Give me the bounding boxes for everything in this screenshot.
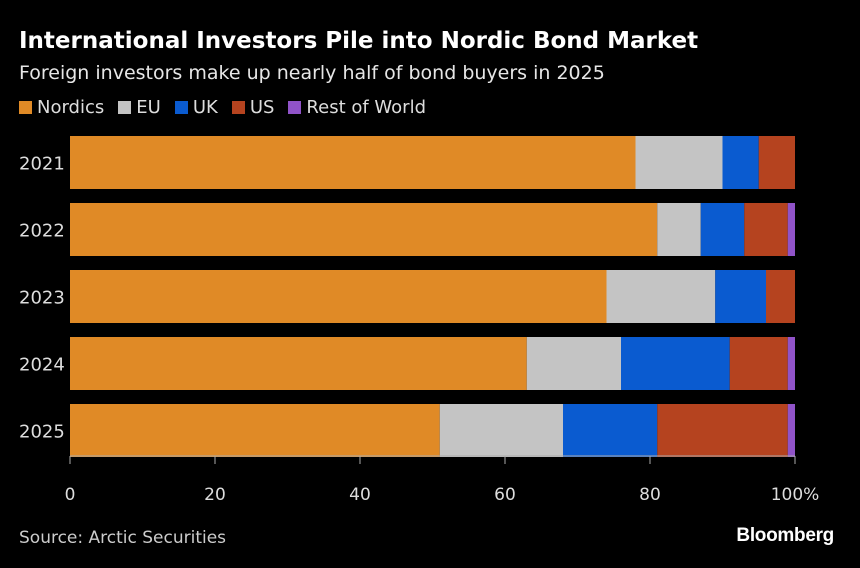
- y-tick-label: 2025: [19, 422, 65, 443]
- bloomberg-logo: Bloomberg: [736, 525, 834, 546]
- bar-segment: [70, 203, 658, 256]
- legend-swatch: [174, 101, 188, 114]
- x-tick-label: 20: [204, 485, 226, 505]
- legend-item: UK: [174, 97, 218, 118]
- bar-segment: [744, 203, 788, 256]
- bar-segment: [657, 203, 701, 256]
- legend-label: UK: [192, 97, 218, 118]
- bar-segment: [70, 337, 527, 390]
- bar-segment: [657, 404, 788, 457]
- legend-swatch: [288, 101, 302, 114]
- bar-segment: [715, 270, 766, 323]
- x-tick-label: 40: [349, 485, 371, 505]
- legend-item: EU: [118, 97, 161, 118]
- legend-swatch: [231, 101, 245, 114]
- y-tick-label: 2022: [19, 221, 65, 242]
- y-tick-label: 2024: [19, 355, 65, 376]
- bar-segment: [606, 270, 716, 323]
- x-tick-label: 60: [494, 485, 516, 505]
- legend: Nordics EU UK US Rest of World: [19, 97, 426, 118]
- legend-label: EU: [136, 97, 161, 118]
- chart-subtitle: Foreign investors make up nearly half of…: [19, 62, 605, 84]
- legend-swatch: [118, 101, 132, 114]
- bar-segment: [758, 136, 795, 189]
- bar-segment: [70, 270, 607, 323]
- bar-segment: [787, 337, 795, 390]
- legend-label: Nordics: [37, 97, 105, 118]
- legend-swatch: [19, 101, 32, 114]
- legend-label: US: [249, 97, 275, 118]
- bar-segment: [70, 136, 636, 189]
- bar-segment: [722, 136, 759, 189]
- x-tick-label: 100%: [771, 485, 820, 505]
- legend-label: Rest of World: [306, 97, 427, 118]
- bar-segment: [526, 337, 621, 390]
- bar-segment: [700, 203, 745, 256]
- x-tick-label: 0: [65, 485, 76, 505]
- bar-segment: [563, 404, 658, 457]
- source-note: Source: Arctic Securities: [19, 528, 227, 548]
- bar-segment: [70, 404, 440, 457]
- legend-item: Nordics: [19, 97, 104, 118]
- bar-segment: [787, 404, 795, 457]
- bar-segment: [621, 337, 730, 390]
- bar-segment: [439, 404, 563, 457]
- legend-item: Rest of World: [288, 97, 426, 118]
- chart-title: International Investors Pile into Nordic…: [19, 28, 699, 54]
- bar-segment: [729, 337, 788, 390]
- bar-segment: [787, 203, 795, 256]
- legend-item: US: [231, 97, 275, 118]
- x-tick-label: 80: [639, 485, 661, 505]
- bar-segment: [766, 270, 795, 323]
- y-tick-label: 2023: [19, 288, 65, 309]
- y-tick-label: 2021: [19, 154, 65, 175]
- bar-segment: [635, 136, 723, 189]
